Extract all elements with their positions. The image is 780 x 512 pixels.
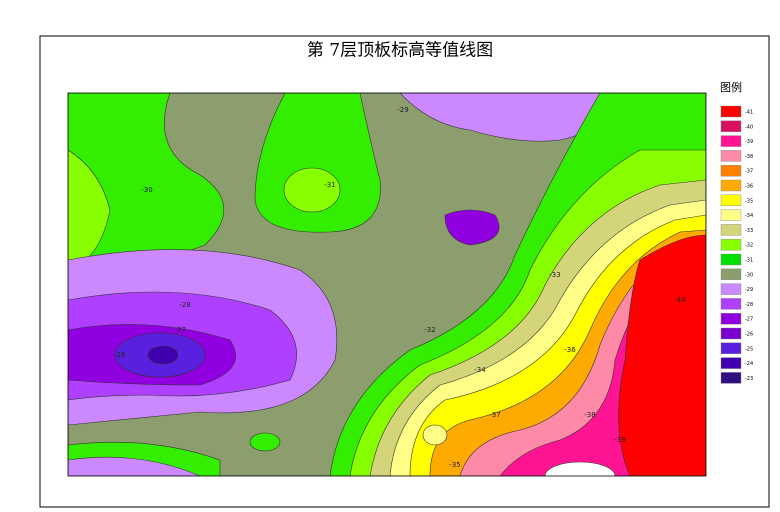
- contour-label: -35: [449, 461, 460, 469]
- legend-swatch: [720, 253, 742, 266]
- legend-swatch: [720, 283, 742, 295]
- contour-label: -34: [474, 366, 486, 374]
- contour-label: -27: [174, 326, 185, 334]
- legend-label: -28: [745, 302, 753, 308]
- legend-label: -36: [745, 184, 753, 190]
- legend-label: -31: [745, 258, 753, 264]
- legend-label: -37: [745, 169, 753, 175]
- legend-label: -29: [745, 287, 753, 293]
- legend-label: -41: [745, 110, 753, 116]
- legend-label: -33: [745, 228, 753, 234]
- contour-label: -33: [549, 271, 560, 279]
- contour-label: -32: [424, 326, 435, 334]
- legend-label: -25: [745, 346, 753, 352]
- contour-label: -31: [324, 181, 335, 189]
- legend-label: -35: [745, 198, 753, 204]
- legend-swatch: [720, 268, 742, 280]
- legend-label: -23: [745, 376, 753, 382]
- legend-swatch: [720, 135, 742, 147]
- legend-label: -27: [745, 317, 753, 323]
- legend-label: -32: [745, 243, 753, 249]
- frame: [39, 35, 770, 508]
- legend-swatch: [720, 194, 742, 207]
- legend-label: -40: [745, 124, 753, 130]
- legend-swatch: [720, 327, 742, 340]
- contour-label: -26: [114, 351, 126, 359]
- contour-label: -37: [489, 411, 500, 419]
- contour-map: -29 -30 -31 -28 -27 -26 -32 -33 -34 -35 -36 -37 -38 -…: [67, 92, 707, 477]
- contour-label: -40: [674, 296, 685, 304]
- legend-label: -30: [745, 272, 753, 278]
- legend-swatch: [720, 164, 742, 177]
- legend-swatch: [720, 105, 742, 118]
- contour-label: -38: [584, 411, 595, 419]
- legend-swatch: [720, 342, 742, 354]
- legend-swatch: [720, 224, 742, 236]
- legend-swatch: [720, 150, 742, 162]
- legend-swatch: [720, 372, 742, 384]
- legend-swatch: [720, 238, 742, 251]
- legend-title: 图例: [720, 80, 742, 94]
- legend: -41 -40 -39 -38 -37 -36 -35 -34 -33 -32 -31 -30 -29 -…: [720, 105, 753, 384]
- legend-swatch: [720, 209, 742, 221]
- contour-label: -39: [614, 436, 625, 444]
- legend-label: -34: [745, 213, 753, 219]
- title: 第 7层顶板标高等值线图: [307, 41, 493, 61]
- legend-swatch: [720, 120, 742, 133]
- legend-label: -39: [745, 139, 753, 145]
- contour-label: -30: [141, 186, 152, 194]
- legend-swatch: [720, 298, 742, 310]
- legend-label: -26: [745, 332, 753, 338]
- contour-label: -29: [397, 106, 408, 114]
- legend-label: -24: [745, 361, 753, 367]
- legend-swatch: [720, 179, 742, 192]
- legend-swatch: [720, 313, 742, 325]
- legend-label: -38: [745, 154, 753, 160]
- legend-swatch: [720, 357, 742, 369]
- contour-label: -36: [564, 346, 576, 354]
- contour-label: -28: [179, 301, 190, 309]
